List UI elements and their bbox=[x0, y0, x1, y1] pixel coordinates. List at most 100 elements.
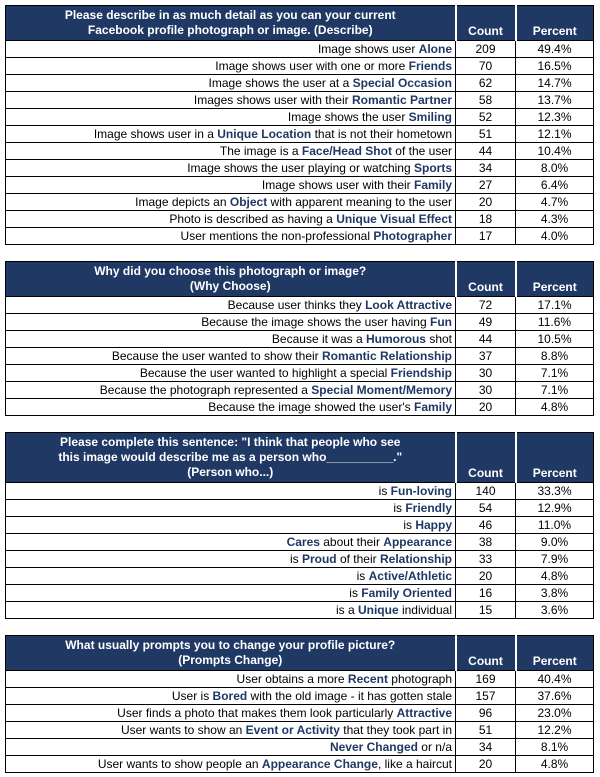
table-row: is Happy 46 11.0% bbox=[5, 516, 594, 534]
table-row: The image is a Face/Head Shot of the use… bbox=[5, 142, 594, 160]
table-row: Because the image showed the user's Fami… bbox=[5, 398, 594, 416]
count-cell: 209 bbox=[455, 40, 516, 58]
label-text: User is bbox=[171, 689, 213, 703]
table-row: Because user thinks they Look Attractive… bbox=[5, 296, 594, 314]
label-text: User mentions the non-professional bbox=[180, 229, 374, 243]
table-title: What usually prompts you to change your … bbox=[5, 635, 456, 671]
label-cell: Because the image showed the user's Fami… bbox=[5, 398, 456, 416]
keyword-text: Happy bbox=[415, 518, 452, 532]
keyword-text: Family bbox=[413, 178, 452, 192]
table-row: Because the user wanted to show their Ro… bbox=[5, 347, 594, 365]
keyword-text: Unique Location bbox=[217, 127, 312, 141]
label-cell: User wants to show people an Appearance … bbox=[5, 755, 456, 773]
percent-cell: 11.0% bbox=[515, 516, 594, 534]
count-cell: 38 bbox=[455, 533, 516, 551]
label-cell: Image shows the user Smiling bbox=[5, 108, 456, 126]
keyword-text: Smiling bbox=[408, 110, 452, 124]
label-text: Image shows the user playing or watching bbox=[187, 161, 414, 175]
table-title: Please complete this sentence: "I think … bbox=[5, 432, 456, 483]
label-text: or n/a bbox=[417, 740, 452, 754]
percent-cell: 12.9% bbox=[515, 499, 594, 517]
percent-cell: 33.3% bbox=[515, 482, 594, 500]
label-cell: Image shows the user at a Special Occasi… bbox=[5, 74, 456, 92]
label-text: Image shows the user bbox=[287, 110, 409, 124]
table-row: User finds a photo that makes them look … bbox=[5, 704, 594, 722]
count-cell: 72 bbox=[455, 296, 516, 314]
label-text: The image is a bbox=[219, 144, 302, 158]
percent-cell: 10.5% bbox=[515, 330, 594, 348]
table-row: Never Changed or n/a 34 8.1% bbox=[5, 738, 594, 756]
count-column-header: Count bbox=[454, 432, 516, 483]
prompts-change-table: What usually prompts you to change your … bbox=[5, 635, 594, 773]
count-column-header: Count bbox=[454, 635, 516, 671]
table-row: Photo is described as having a Unique Vi… bbox=[5, 210, 594, 228]
label-text: Image shows the user at a bbox=[208, 76, 353, 90]
label-text: Images shows user with their bbox=[193, 93, 352, 107]
keyword-text: Sports bbox=[413, 161, 452, 175]
count-cell: 15 bbox=[455, 601, 516, 619]
keyword-text: Photographer bbox=[373, 229, 452, 243]
percent-cell: 4.3% bbox=[515, 210, 594, 228]
count-cell: 62 bbox=[455, 74, 516, 92]
count-cell: 20 bbox=[455, 755, 516, 773]
label-text: Image shows user bbox=[317, 42, 419, 56]
percent-cell: 7.1% bbox=[515, 381, 594, 399]
keyword-text: Family bbox=[413, 400, 452, 414]
count-cell: 33 bbox=[455, 550, 516, 568]
label-text: that they took part in bbox=[339, 723, 452, 737]
percent-cell: 49.4% bbox=[515, 40, 594, 58]
count-cell: 54 bbox=[455, 499, 516, 517]
label-text: User wants to show an bbox=[120, 723, 246, 737]
keyword-text: Unique bbox=[357, 603, 399, 617]
keyword-text: Friendship bbox=[390, 366, 452, 380]
table-row: Image shows user with one or more Friend… bbox=[5, 57, 594, 75]
percent-cell: 10.4% bbox=[515, 142, 594, 160]
keyword-text: Family Oriented bbox=[361, 586, 452, 600]
label-cell: Never Changed or n/a bbox=[5, 738, 456, 756]
percent-cell: 11.6% bbox=[515, 313, 594, 331]
keyword-text: Event or Activity bbox=[245, 723, 340, 737]
label-cell: Cares about their Appearance bbox=[5, 533, 456, 551]
label-text: User finds a photo that makes them look … bbox=[117, 706, 397, 720]
label-text: individual bbox=[398, 603, 452, 617]
percent-cell: 8.8% bbox=[515, 347, 594, 365]
label-text: Because it was a bbox=[271, 332, 366, 346]
table-row: Image shows user in a Unique Location th… bbox=[5, 125, 594, 143]
table-row: User is Bored with the old image - it ha… bbox=[5, 687, 594, 705]
label-cell: Because the user wanted to highlight a s… bbox=[5, 364, 456, 382]
label-cell: User mentions the non-professional Photo… bbox=[5, 227, 456, 245]
keyword-text: Relationship bbox=[379, 552, 452, 566]
count-cell: 169 bbox=[455, 670, 516, 688]
label-text: is bbox=[378, 484, 391, 498]
label-cell: User wants to show an Event or Activity … bbox=[5, 721, 456, 739]
count-cell: 20 bbox=[455, 567, 516, 585]
label-text: with apparent meaning to the user bbox=[267, 195, 452, 209]
label-text: with the old image - it has gotten stale bbox=[247, 689, 452, 703]
keyword-text: Fun bbox=[430, 315, 452, 329]
percent-cell: 13.7% bbox=[515, 91, 594, 109]
label-text: that is not their hometown bbox=[311, 127, 452, 141]
label-text: of their bbox=[336, 552, 380, 566]
count-cell: 52 bbox=[455, 108, 516, 126]
percent-cell: 4.8% bbox=[515, 755, 594, 773]
percent-cell: 4.0% bbox=[515, 227, 594, 245]
label-cell: is Family Oriented bbox=[5, 584, 456, 602]
count-cell: 70 bbox=[455, 57, 516, 75]
label-cell: Image shows user with their Family bbox=[5, 176, 456, 194]
label-cell: is Friendly bbox=[5, 499, 456, 517]
describe-table: Please describe in as much detail as you… bbox=[5, 5, 594, 245]
count-cell: 18 bbox=[455, 210, 516, 228]
keyword-text: Friendly bbox=[405, 501, 452, 515]
percent-column-header: Percent bbox=[514, 5, 594, 41]
label-text: about their bbox=[319, 535, 384, 549]
label-text: Image shows user with their bbox=[261, 178, 414, 192]
table-row: User obtains a more Recent photograph 169… bbox=[5, 670, 594, 688]
label-text: is bbox=[349, 586, 362, 600]
label-text: , like a haircut bbox=[377, 757, 452, 771]
count-column-header: Count bbox=[454, 261, 516, 297]
label-cell: Images shows user with their Romantic Pa… bbox=[5, 91, 456, 109]
table-row: Image shows the user Smiling 52 12.3% bbox=[5, 108, 594, 126]
percent-cell: 16.5% bbox=[515, 57, 594, 75]
table-row: Cares about their Appearance 38 9.0% bbox=[5, 533, 594, 551]
